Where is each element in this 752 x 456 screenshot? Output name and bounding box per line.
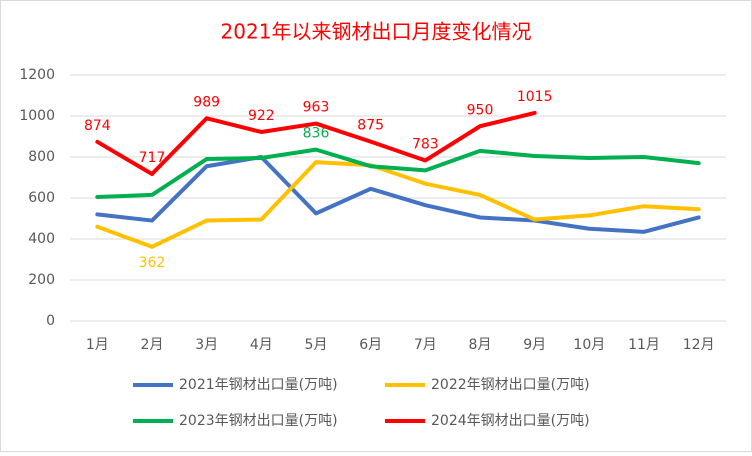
x-tick-label: 10月 (573, 337, 605, 353)
legend-label: 2024年钢材出口量(万吨) (431, 413, 590, 429)
data-label: 717 (139, 150, 166, 166)
data-label: 1015 (517, 89, 553, 105)
data-label: 963 (303, 100, 330, 116)
data-label: 989 (193, 94, 220, 110)
chart-title: 2021年以来钢材出口月度变化情况 (221, 20, 532, 44)
x-tick-label: 8月 (469, 337, 492, 353)
x-tick-label: 5月 (305, 337, 328, 353)
series-line (95, 147, 701, 199)
y-tick-label: 0 (46, 313, 55, 329)
y-tick-label: 400 (28, 231, 55, 247)
data-label: 362 (139, 255, 166, 271)
data-label: 922 (248, 108, 275, 124)
y-tick-label: 200 (28, 272, 55, 288)
x-tick-label: 1月 (86, 337, 109, 353)
legend-label: 2021年钢材出口量(万吨) (179, 377, 338, 393)
series-line (95, 160, 701, 249)
series-line (95, 110, 537, 177)
legend-label: 2023年钢材出口量(万吨) (179, 413, 338, 429)
y-tick-label: 1000 (19, 108, 55, 124)
x-tick-label: 7月 (414, 337, 437, 353)
legend-label: 2022年钢材出口量(万吨) (431, 377, 590, 393)
data-label: 874 (84, 118, 111, 134)
x-tick-label: 2月 (141, 337, 164, 353)
x-tick-label: 9月 (523, 337, 546, 353)
data-label: 836 (303, 126, 330, 142)
x-tick-label: 6月 (359, 337, 382, 353)
data-label: 783 (412, 136, 439, 152)
data-label: 875 (357, 118, 384, 134)
x-tick-label: 4月 (250, 337, 273, 353)
series-line (95, 155, 701, 234)
x-tick-label: 11月 (628, 337, 660, 353)
x-tick-label: 3月 (195, 337, 218, 353)
x-tick-label: 12月 (683, 337, 715, 353)
y-tick-label: 1200 (19, 67, 55, 83)
data-label: 950 (467, 102, 494, 118)
y-tick-label: 600 (28, 190, 55, 206)
y-tick-label: 800 (28, 149, 55, 165)
